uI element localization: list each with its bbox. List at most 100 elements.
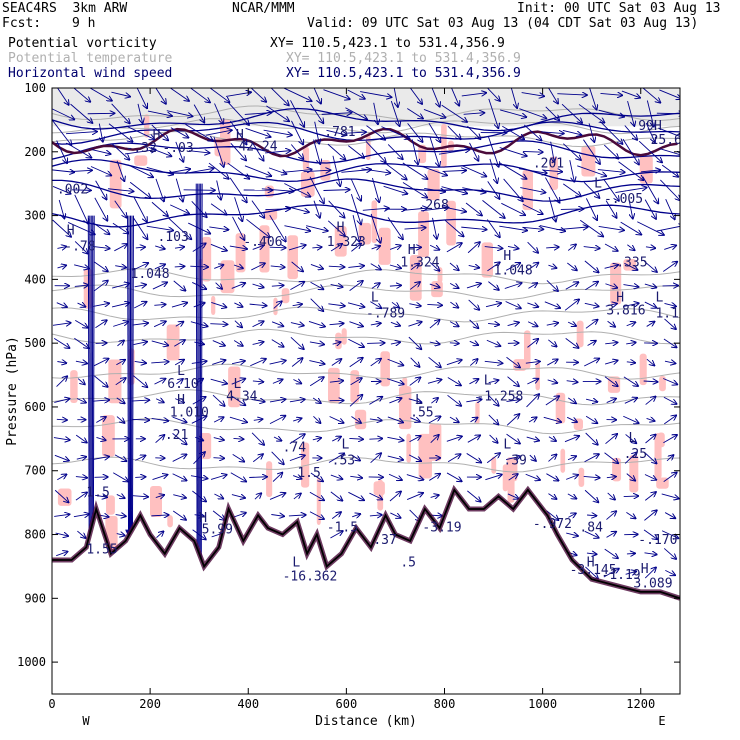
wind-arrow	[429, 474, 440, 481]
wind-arrow	[293, 379, 301, 383]
wind-arrow	[578, 104, 604, 122]
wind-arrow	[461, 93, 486, 97]
wind-arrow	[645, 397, 656, 405]
wind-arrow	[461, 165, 487, 177]
wind-arrow	[525, 361, 540, 363]
wind-arrow	[505, 456, 520, 459]
wind-arrow	[626, 512, 635, 518]
wind-arrow	[252, 245, 264, 249]
wind-arrow	[92, 246, 109, 248]
wind-arrow	[505, 301, 521, 309]
wind-arrow	[346, 132, 366, 133]
wind-arrow	[584, 303, 599, 306]
wind-arrow	[208, 162, 229, 179]
wind-arrow	[408, 336, 421, 349]
wind-arrow	[214, 265, 223, 269]
wind-arrow	[310, 281, 324, 289]
wind-arrow	[625, 434, 637, 443]
wind-arrow	[266, 105, 289, 121]
wind-arrow	[583, 476, 600, 477]
wind-arrow	[387, 358, 404, 365]
wind-arrow	[550, 141, 555, 162]
wind-arrow	[73, 514, 89, 517]
wind-arrow	[646, 358, 654, 365]
wind-arrow	[171, 303, 187, 308]
wind-arrow	[233, 265, 243, 268]
wind-arrow	[587, 341, 596, 346]
pv-shading-patch	[211, 295, 216, 316]
wind-arrow	[546, 280, 558, 291]
wind-arrow	[625, 571, 637, 574]
wind-arrow	[308, 321, 325, 326]
contour-annotation: -1.258	[476, 390, 523, 405]
contour-annotation: L	[655, 291, 663, 306]
wind-arrow	[313, 200, 320, 218]
wind-arrow	[76, 399, 86, 403]
wind-arrow	[210, 324, 227, 325]
wind-arrow	[387, 455, 403, 460]
wind-arrow	[548, 455, 556, 462]
pv-shading-patch	[549, 156, 559, 191]
pv-shading-patch	[327, 367, 340, 404]
wind-arrow	[548, 493, 556, 499]
wind-arrow	[584, 489, 598, 502]
pv-shading-patch	[481, 242, 493, 278]
wind-arrow	[57, 474, 66, 481]
wind-arrow	[566, 416, 577, 422]
pv-shading-patch	[144, 114, 150, 138]
wind-arrow	[547, 380, 558, 383]
wind-arrow	[664, 415, 676, 425]
wind-arrow	[469, 319, 479, 328]
pv-shading-patch	[402, 377, 408, 407]
wind-arrow	[604, 243, 618, 251]
wind-arrow	[583, 181, 599, 198]
wind-arrow	[94, 281, 107, 292]
wind-arrow	[147, 110, 172, 116]
wind-arrow	[544, 301, 560, 308]
wind-arrow	[135, 477, 145, 478]
contour-annotation: .37	[373, 533, 396, 548]
wind-arrow	[263, 129, 292, 135]
wind-arrow	[527, 303, 538, 307]
wind-arrow	[351, 244, 361, 252]
wind-arrow	[429, 342, 440, 344]
contour-annotation: .5	[400, 555, 416, 570]
pv-shading-patch	[380, 351, 390, 387]
wind-arrow	[624, 125, 637, 139]
wind-arrow	[331, 359, 341, 366]
wind-arrow	[293, 494, 301, 500]
wind-arrow	[225, 92, 251, 97]
wind-arrow	[499, 225, 527, 230]
wind-arrow	[58, 199, 64, 218]
wind-arrow	[487, 181, 500, 198]
contour-annotation: .74	[283, 441, 307, 456]
wind-arrow	[57, 265, 67, 268]
pv-shading-patch	[108, 359, 122, 404]
wind-arrow	[664, 318, 675, 329]
wind-arrow	[402, 182, 427, 198]
wind-arrow	[74, 337, 88, 348]
pv-shading-patch	[134, 155, 148, 166]
wind-arrow	[438, 149, 470, 155]
forecast-label: Fcst:	[2, 16, 42, 31]
wind-arrow	[583, 247, 600, 249]
wind-arrow	[129, 181, 150, 198]
wind-arrow	[644, 568, 656, 579]
wind-arrow	[519, 108, 546, 119]
wind-arrow	[309, 176, 324, 203]
wind-arrow	[75, 434, 87, 442]
pv-shading-patch	[578, 467, 585, 487]
contour-annotation: H	[408, 243, 416, 258]
wind-arrow	[288, 515, 306, 516]
wind-arrow	[409, 282, 420, 290]
wind-arrow	[642, 176, 658, 204]
wind-arrow	[188, 151, 209, 153]
wind-arrow	[231, 495, 245, 498]
wind-speed-contour	[52, 140, 680, 164]
contour-annotation: .53	[332, 453, 355, 468]
contour-annotation: 3.089	[633, 576, 672, 591]
theta-contour	[52, 306, 680, 323]
wind-arrow	[116, 494, 125, 498]
wind-arrow	[664, 245, 676, 250]
